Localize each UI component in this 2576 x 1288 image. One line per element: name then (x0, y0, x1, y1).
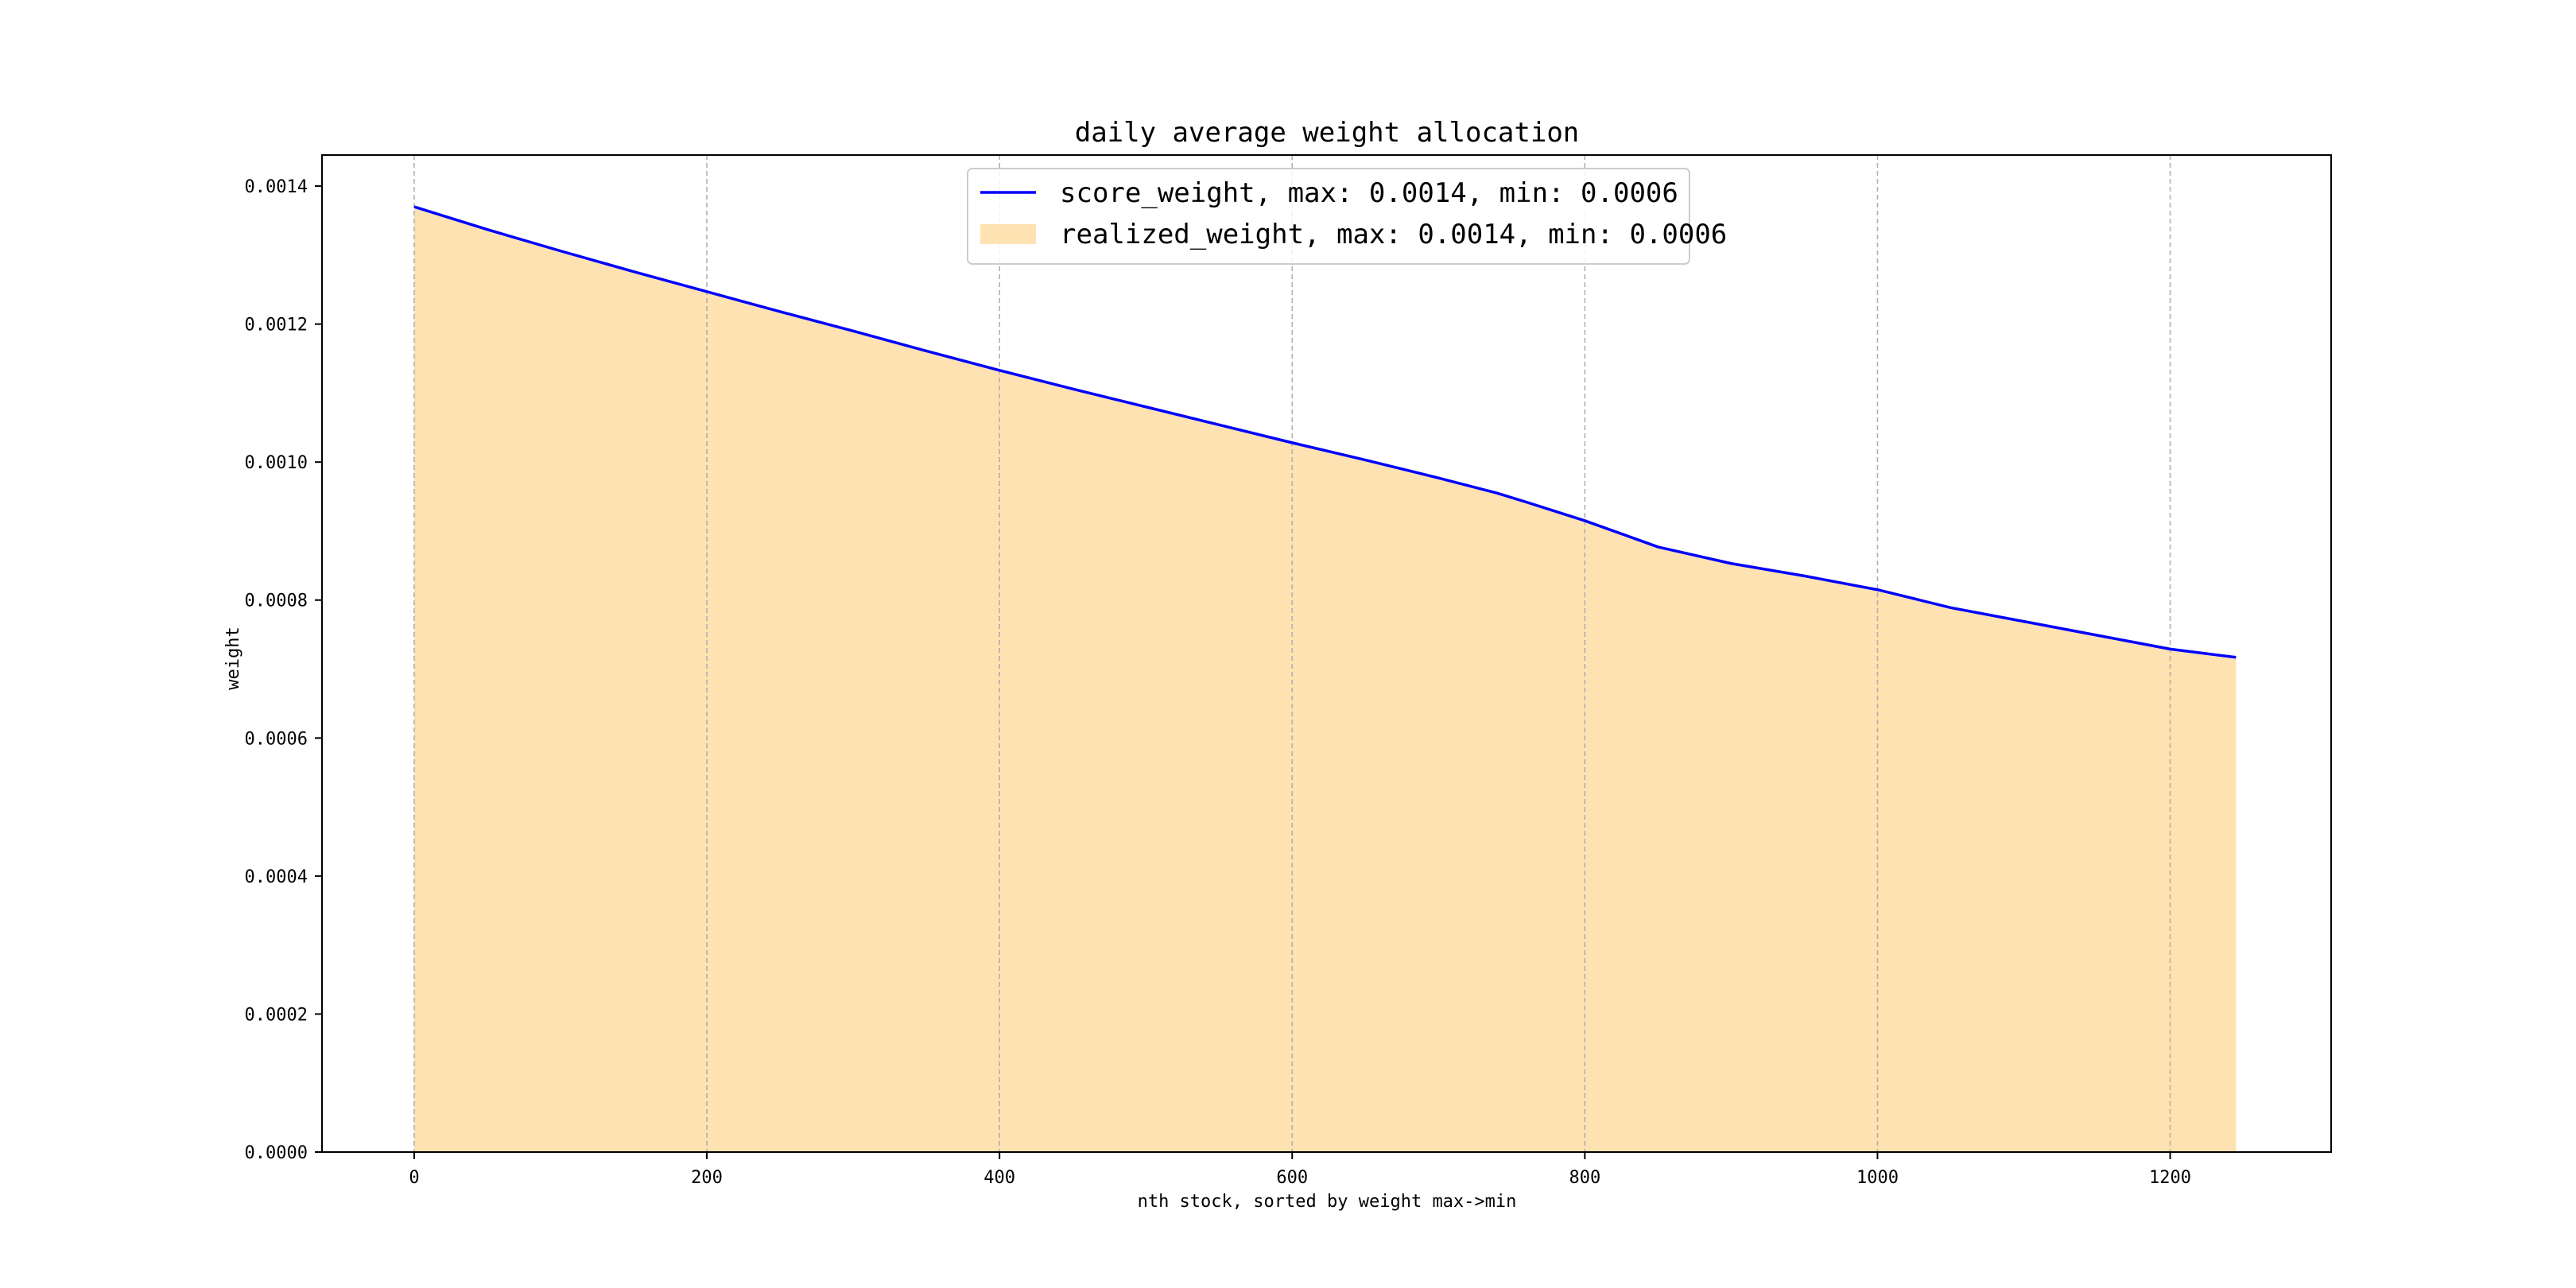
legend-swatch-area (980, 224, 1036, 244)
x-tick-label: 1000 (1856, 1168, 1899, 1188)
y-tick-label: 0.0008 (245, 592, 308, 611)
x-tick-label: 0 (409, 1168, 419, 1188)
x-tick-label: 200 (691, 1168, 723, 1188)
x-tick-label: 800 (1569, 1168, 1600, 1188)
legend-box (967, 168, 1690, 265)
legend-label-realized-weight: realized_weight, max: 0.0014, min: 0.000… (1060, 219, 1727, 250)
grid-layer (413, 155, 2171, 1152)
chart-title: daily average weight allocation (1075, 117, 1580, 149)
realized-weight-area (413, 207, 2237, 1152)
plot-frame (321, 154, 2332, 1153)
ticks-layer: 0 200 400 600 800 1000 1200 0.0000 0.0002 0.0004 0… (245, 177, 2192, 1188)
y-tick-label: 0.0000 (245, 1143, 308, 1163)
y-tick-label: 0.0006 (245, 729, 308, 749)
y-tick-label: 0.0004 (245, 867, 308, 887)
legend-label-score-weight: score_weight, max: 0.0014, min: 0.0006 (1060, 177, 1678, 209)
line-layer (413, 205, 2237, 659)
score-weight-line (413, 205, 2237, 659)
y-tick-label: 0.0012 (245, 316, 308, 336)
y-tick-label: 0.0014 (245, 177, 308, 197)
x-tick-label: 600 (1276, 1168, 1308, 1188)
area-layer (413, 207, 2237, 1152)
legend: score_weight, max: 0.0014, min: 0.0006 r… (967, 168, 1727, 265)
x-axis-label: nth stock, sorted by weight max->min (1138, 1192, 1517, 1212)
y-tick-label: 0.0010 (245, 453, 308, 473)
x-tick-label: 400 (983, 1168, 1015, 1188)
y-tick-label: 0.0002 (245, 1005, 308, 1025)
y-axis-label: weight (223, 627, 243, 689)
x-tick-label: 1200 (2149, 1168, 2191, 1188)
